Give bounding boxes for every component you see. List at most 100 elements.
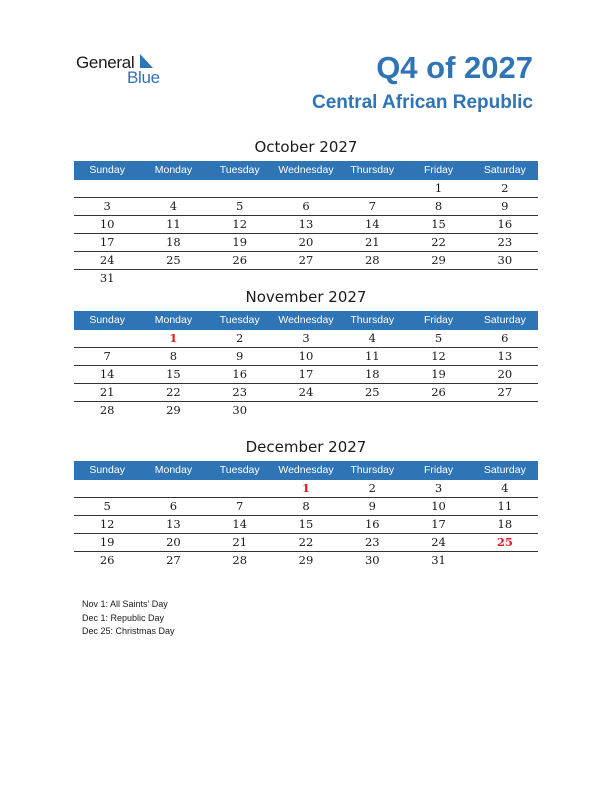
weekday-header-row: Sunday Monday Tuesday Wednesday Thursday Frid… xyxy=(74,311,538,330)
month-title: November 2027 xyxy=(245,288,367,306)
week-row: 5 6 7 8 9 10 11 xyxy=(74,498,538,516)
weekday-label: Wednesday xyxy=(278,464,334,476)
weekday-label: Thursday xyxy=(350,464,395,476)
week-row: 24 25 26 27 28 29 30 xyxy=(74,252,538,270)
day-cell: 2 xyxy=(501,181,509,195)
weekday-label: Wednesday xyxy=(278,164,334,176)
day-cell: 27 xyxy=(298,253,314,267)
day-cell: 6 xyxy=(501,331,509,345)
day-cell: 24 xyxy=(99,253,115,267)
country-name: Central African Republic xyxy=(311,92,533,113)
day-cell: 8 xyxy=(302,499,310,513)
day-cell: 10 xyxy=(99,217,115,231)
day-cell: 20 xyxy=(298,235,314,249)
weekday-label: Saturday xyxy=(483,314,526,326)
day-cell: 4 xyxy=(368,331,376,345)
day-cell: 17 xyxy=(99,235,115,249)
weekday-label: Monday xyxy=(154,464,193,476)
weekday-header-row: Sunday Monday Tuesday Wednesday Thursday Frid… xyxy=(74,161,538,180)
weekday-label: Tuesday xyxy=(219,464,260,476)
weekday-label: Friday xyxy=(423,164,454,176)
weekday-label: Tuesday xyxy=(219,164,260,176)
day-cell: 3 xyxy=(103,199,111,213)
day-cell: 16 xyxy=(232,367,248,381)
empty-day-cell xyxy=(74,180,140,197)
empty-day-cell xyxy=(207,480,273,497)
day-cell: 7 xyxy=(236,499,244,513)
empty-day-cell xyxy=(472,552,538,569)
empty-day-cell xyxy=(74,330,140,347)
day-cell: 7 xyxy=(368,199,376,213)
holiday-day-cell: 1 xyxy=(169,331,178,345)
weekday-label: Sunday xyxy=(89,314,125,326)
day-cell: 16 xyxy=(497,217,513,231)
day-cell: 11 xyxy=(166,217,181,231)
month-november: November 2027 Sunday Monday Tuesday Wednesda… xyxy=(74,288,538,419)
weekday-label: Monday xyxy=(154,164,193,176)
weekday-label: Friday xyxy=(423,464,454,476)
day-cell: 18 xyxy=(497,517,513,531)
day-cell: 30 xyxy=(497,253,513,267)
empty-day-cell xyxy=(405,270,471,287)
day-cell: 23 xyxy=(232,385,248,399)
day-cell: 15 xyxy=(431,217,446,231)
day-cell: 14 xyxy=(232,517,248,531)
day-cell: 8 xyxy=(434,199,443,213)
weekday-label: Saturday xyxy=(483,464,526,476)
weekday-label: Tuesday xyxy=(219,314,260,326)
empty-day-cell xyxy=(472,402,538,419)
holiday-notes: Nov 1: All Saints’ Day Dec 1: Republic D… xyxy=(82,598,175,639)
day-cell: 2 xyxy=(368,481,376,495)
day-cell: 27 xyxy=(497,385,513,399)
day-cell: 21 xyxy=(232,535,248,549)
day-cell: 29 xyxy=(298,553,314,567)
day-cell: 14 xyxy=(364,217,380,231)
day-cell: 17 xyxy=(431,517,446,531)
day-cell: 24 xyxy=(298,385,314,399)
day-cell: 4 xyxy=(501,481,509,495)
empty-day-cell xyxy=(140,180,206,197)
day-cell: 20 xyxy=(166,535,181,549)
day-cell: 9 xyxy=(368,499,376,513)
day-cell: 26 xyxy=(99,553,115,567)
day-cell: 12 xyxy=(232,217,248,231)
day-cell: 29 xyxy=(166,403,181,417)
month-title: October 2027 xyxy=(254,138,358,156)
empty-day-cell xyxy=(273,180,339,197)
page-title: Q4 of 2027 xyxy=(376,50,533,85)
day-cell: 24 xyxy=(431,535,446,549)
day-cell: 15 xyxy=(166,367,181,381)
empty-day-cell xyxy=(339,270,405,287)
empty-day-cell xyxy=(140,480,206,497)
week-row: 26 27 28 29 30 31 xyxy=(74,552,538,569)
day-cell: 2 xyxy=(236,331,244,345)
day-cell: 5 xyxy=(236,199,244,213)
weekday-label: Wednesday xyxy=(278,314,334,326)
day-cell: 6 xyxy=(169,499,178,513)
week-row: 31 xyxy=(74,270,538,287)
holiday-note: Dec 1: Republic Day xyxy=(82,612,165,623)
day-cell: 19 xyxy=(431,367,446,381)
week-row: 12 13 14 15 16 17 18 xyxy=(74,516,538,534)
week-row: 28 29 30 xyxy=(74,402,538,419)
day-cell: 21 xyxy=(364,235,380,249)
empty-day-cell xyxy=(405,402,471,419)
weekday-label: Friday xyxy=(423,314,454,326)
day-cell: 13 xyxy=(166,517,181,531)
day-cell: 25 xyxy=(364,385,380,399)
day-cell: 29 xyxy=(431,253,446,267)
week-row: 21 22 23 24 25 26 27 xyxy=(74,384,538,402)
month-title: December 2027 xyxy=(245,438,367,456)
empty-day-cell xyxy=(207,270,273,287)
weekday-label: Saturday xyxy=(483,164,526,176)
day-cell: 23 xyxy=(497,235,513,249)
day-cell: 7 xyxy=(103,349,111,363)
day-cell: 5 xyxy=(434,331,443,345)
day-cell: 22 xyxy=(166,385,181,399)
day-cell: 14 xyxy=(99,367,115,381)
weekday-label: Thursday xyxy=(350,164,395,176)
weekday-label: Sunday xyxy=(89,464,125,476)
day-cell: 19 xyxy=(232,235,248,249)
day-cell: 30 xyxy=(364,553,380,567)
